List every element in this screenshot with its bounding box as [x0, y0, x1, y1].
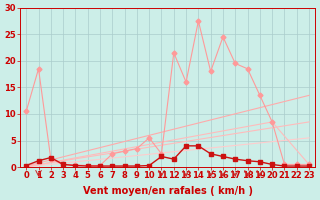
X-axis label: Vent moyen/en rafales ( km/h ): Vent moyen/en rafales ( km/h ): [83, 186, 252, 196]
